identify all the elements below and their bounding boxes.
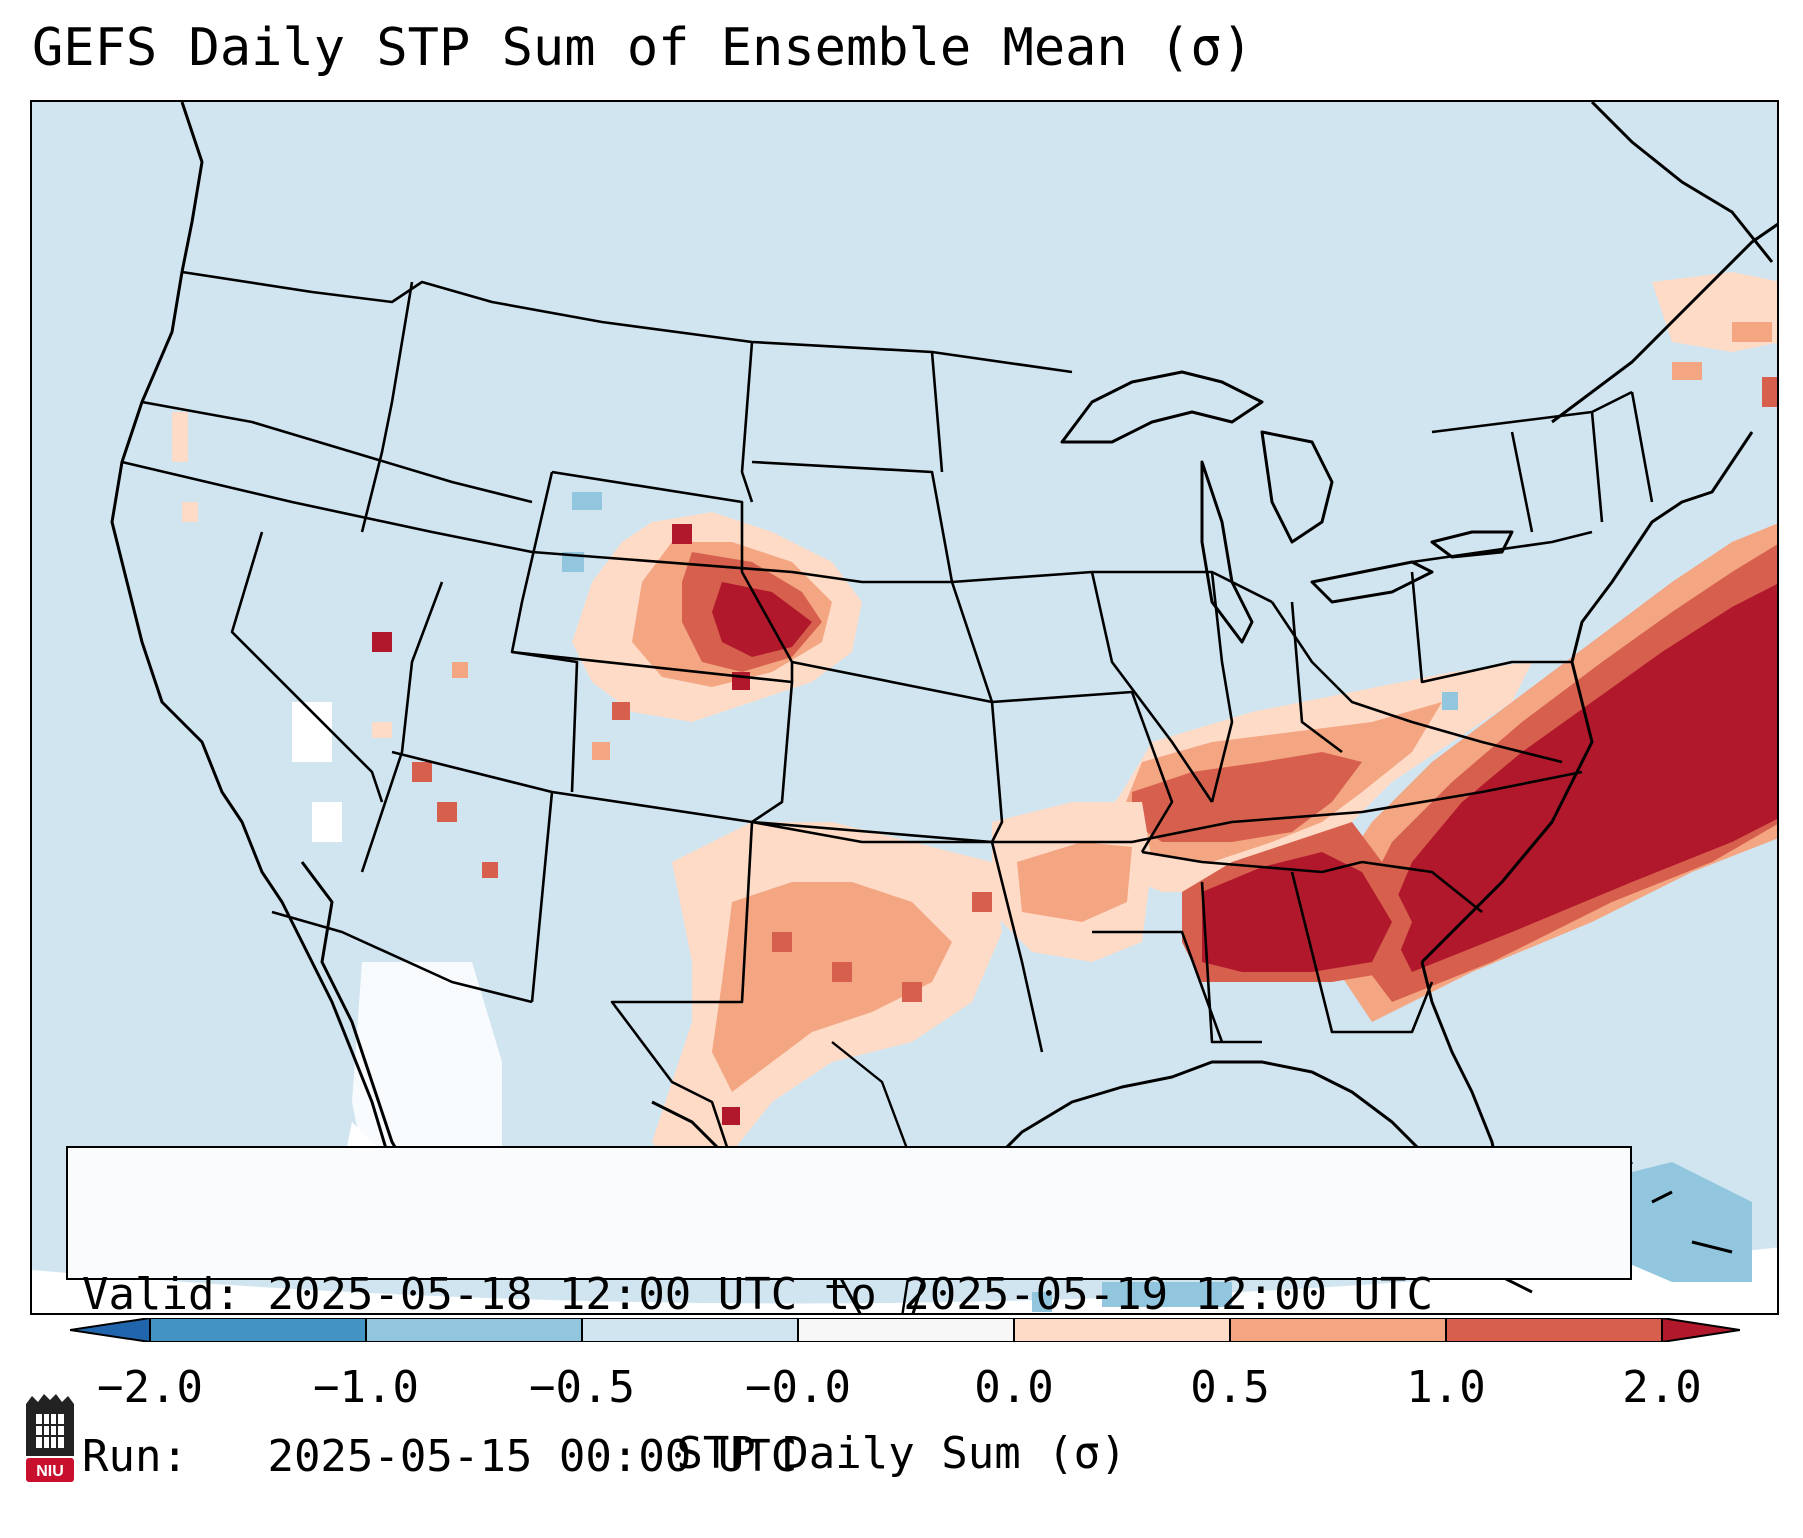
projection-edge: [32, 1247, 1777, 1313]
colorbar-tick-label: 2.0: [1622, 1362, 1702, 1413]
colorbar-bin: [1014, 1318, 1230, 1342]
colorbar-tick-label: 0.0: [974, 1362, 1054, 1413]
state-borders: [121, 270, 1654, 1163]
colorbar-bin: [798, 1318, 1014, 1342]
colorbar-bin: [1230, 1318, 1446, 1342]
colorbar-tick-label: 1.0: [1406, 1362, 1486, 1413]
colorbar-over-arrow: [1662, 1318, 1740, 1342]
colorbar-tick-label: −1.0: [313, 1362, 419, 1413]
colorbar-bin: [366, 1318, 582, 1342]
run-line: Run: 2025-05-15 00:00 UTC: [82, 1430, 1630, 1484]
chart-title: GEFS Daily STP Sum of Ensemble Mean (σ): [32, 18, 1253, 78]
valid-line: Valid: 2025-05-18 12:00 UTC to 2025-05-1…: [82, 1268, 1630, 1322]
valid-value: 2025-05-18 12:00 UTC to 2025-05-19 12:00…: [267, 1269, 1434, 1320]
colorbar-bin: [1446, 1318, 1662, 1342]
valid-run-info-box: Valid: 2025-05-18 12:00 UTC to 2025-05-1…: [66, 1146, 1632, 1482]
run-label: Run:: [82, 1431, 188, 1482]
colorbar-tick-label: −2.0: [97, 1362, 203, 1413]
colorbar-label: STP Daily Sum (σ): [676, 1428, 1127, 1479]
niu-logo-icon: NIU: [26, 1394, 74, 1482]
colorbar-bin: [150, 1318, 366, 1342]
logo-text: NIU: [36, 1463, 64, 1480]
colorbar-tick-label: 0.5: [1190, 1362, 1270, 1413]
colorbar: [70, 1318, 1740, 1342]
run-value: 2025-05-15 00:00 UTC: [267, 1431, 798, 1482]
colorbar-bin: [582, 1318, 798, 1342]
valid-label: Valid:: [82, 1269, 241, 1320]
colorbar-tick-label: −0.5: [529, 1362, 635, 1413]
map-svg: [32, 102, 1777, 1313]
colorbar-under-arrow: [70, 1318, 150, 1342]
map-panel[interactable]: [30, 100, 1779, 1315]
colorbar-tick-label: −0.0: [745, 1362, 851, 1413]
